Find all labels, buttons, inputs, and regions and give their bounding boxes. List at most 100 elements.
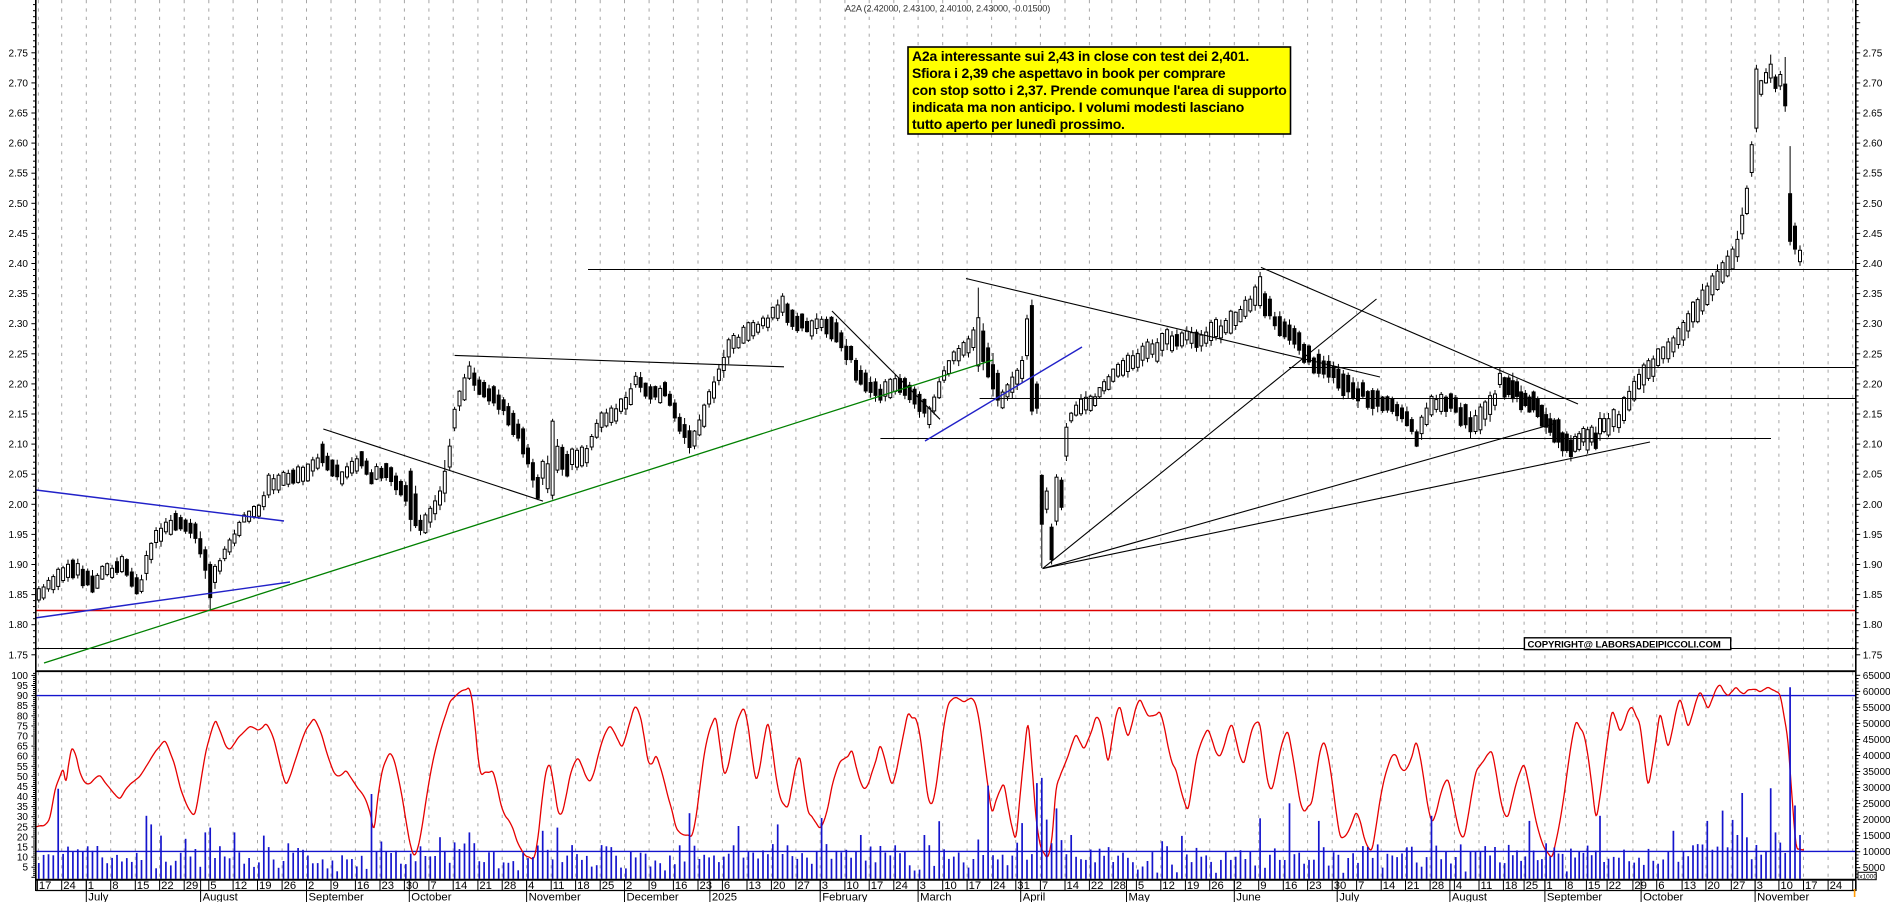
svg-text:2.35: 2.35	[9, 289, 29, 300]
svg-text:22: 22	[1609, 880, 1622, 892]
svg-text:1.80: 1.80	[9, 620, 29, 631]
svg-text:1.75: 1.75	[1863, 650, 1883, 661]
svg-text:November: November	[529, 892, 581, 902]
svg-text:12: 12	[235, 880, 248, 892]
svg-text:1.90: 1.90	[1863, 560, 1883, 571]
svg-text:5: 5	[22, 863, 28, 874]
svg-text:22: 22	[1091, 880, 1104, 892]
svg-text:15000: 15000	[1863, 831, 1890, 842]
svg-text:15: 15	[17, 843, 29, 854]
svg-text:2.55: 2.55	[1863, 169, 1883, 180]
svg-text:17: 17	[1805, 880, 1818, 892]
svg-text:1.75: 1.75	[9, 650, 29, 661]
svg-text:18: 18	[577, 880, 590, 892]
svg-text:15: 15	[1588, 880, 1601, 892]
svg-text:3: 3	[1757, 880, 1763, 892]
svg-text:2.75: 2.75	[1863, 48, 1883, 59]
svg-text:1.85: 1.85	[9, 590, 29, 601]
svg-text:October: October	[1643, 892, 1683, 902]
svg-text:8: 8	[1567, 880, 1573, 892]
svg-text:14: 14	[455, 880, 468, 892]
svg-text:23: 23	[700, 880, 713, 892]
svg-text:5: 5	[1138, 880, 1144, 892]
svg-text:2.50: 2.50	[1863, 199, 1883, 210]
svg-text:February: February	[822, 892, 868, 902]
svg-text:23: 23	[1309, 880, 1322, 892]
svg-text:13: 13	[749, 880, 762, 892]
svg-text:6: 6	[724, 880, 730, 892]
svg-text:25000: 25000	[1863, 799, 1890, 810]
svg-text:90: 90	[17, 691, 29, 702]
svg-text:1.90: 1.90	[9, 560, 29, 571]
svg-text:2.30: 2.30	[9, 319, 29, 330]
svg-text:26: 26	[1211, 880, 1224, 892]
svg-text:tutto aperto per lunedì prossi: tutto aperto per lunedì prossimo.	[912, 116, 1125, 132]
svg-text:July: July	[1339, 892, 1359, 902]
svg-text:35: 35	[17, 802, 29, 813]
svg-text:24: 24	[895, 880, 908, 892]
svg-text:1: 1	[88, 880, 94, 892]
svg-text:2.55: 2.55	[9, 169, 29, 180]
svg-text:2: 2	[626, 880, 632, 892]
svg-text:October: October	[411, 892, 451, 902]
svg-text:September: September	[309, 892, 364, 902]
svg-text:9: 9	[333, 880, 339, 892]
svg-text:10: 10	[17, 853, 29, 864]
svg-text:3: 3	[822, 880, 828, 892]
svg-text:11: 11	[553, 880, 565, 892]
svg-text:19: 19	[1187, 880, 1200, 892]
svg-text:2.25: 2.25	[1863, 349, 1883, 360]
svg-text:November: November	[1757, 892, 1809, 902]
svg-text:13: 13	[1684, 880, 1697, 892]
svg-text:23: 23	[382, 880, 395, 892]
svg-text:2.70: 2.70	[9, 78, 29, 89]
svg-text:2025: 2025	[712, 892, 737, 902]
svg-text:2.35: 2.35	[1863, 289, 1883, 300]
svg-text:2.20: 2.20	[1863, 379, 1883, 390]
svg-text:March: March	[920, 892, 951, 902]
svg-text:2.00: 2.00	[1863, 500, 1883, 511]
svg-text:4: 4	[1456, 880, 1462, 892]
svg-text:7: 7	[1358, 880, 1364, 892]
svg-text:30: 30	[1334, 880, 1347, 892]
svg-text:65000: 65000	[1863, 671, 1890, 682]
svg-text:16: 16	[1285, 880, 1298, 892]
svg-text:21: 21	[1407, 880, 1420, 892]
svg-text:24: 24	[993, 880, 1006, 892]
svg-text:28: 28	[1432, 880, 1445, 892]
svg-text:20: 20	[1707, 880, 1720, 892]
svg-text:11: 11	[1481, 880, 1493, 892]
svg-text:55000: 55000	[1863, 703, 1890, 714]
svg-text:9: 9	[651, 880, 657, 892]
svg-text:2.45: 2.45	[1863, 229, 1883, 240]
svg-text:A2A (2.42000, 2.43100, 2.40100: A2A (2.42000, 2.43100, 2.40100, 2.43000,…	[845, 4, 1050, 14]
svg-text:31: 31	[1017, 880, 1030, 892]
svg-text:18: 18	[1505, 880, 1518, 892]
svg-text:40000: 40000	[1863, 751, 1890, 762]
svg-text:7: 7	[1042, 880, 1048, 892]
svg-text:25: 25	[1526, 880, 1539, 892]
svg-text:2.50: 2.50	[9, 199, 29, 210]
svg-text:x1000: x1000	[1859, 874, 1877, 881]
svg-text:2.40: 2.40	[9, 259, 29, 270]
svg-text:17: 17	[871, 880, 884, 892]
svg-text:50: 50	[17, 772, 29, 783]
svg-text:100: 100	[11, 671, 28, 682]
svg-text:21: 21	[479, 880, 492, 892]
svg-text:1: 1	[1546, 880, 1552, 892]
svg-text:2.60: 2.60	[9, 139, 29, 150]
svg-text:14: 14	[1383, 880, 1396, 892]
svg-text:2: 2	[1236, 880, 1242, 892]
svg-text:16: 16	[357, 880, 370, 892]
svg-text:2.40: 2.40	[1863, 259, 1883, 270]
svg-text:28: 28	[1113, 880, 1126, 892]
svg-text:August: August	[1452, 892, 1488, 902]
svg-text:8: 8	[112, 880, 118, 892]
svg-text:2.10: 2.10	[9, 440, 29, 451]
svg-text:1.95: 1.95	[1863, 530, 1883, 541]
svg-text:2.65: 2.65	[1863, 109, 1883, 120]
svg-text:3: 3	[920, 880, 926, 892]
svg-text:1.85: 1.85	[1863, 590, 1883, 601]
svg-text:September: September	[1547, 892, 1602, 902]
svg-text:65: 65	[17, 742, 29, 753]
